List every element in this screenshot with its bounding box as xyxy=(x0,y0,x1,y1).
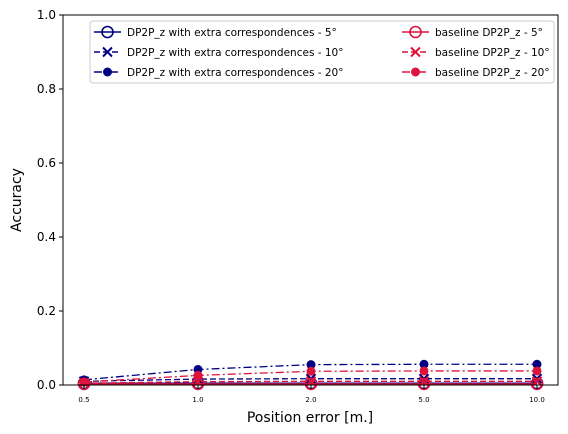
data-point-s4-4 xyxy=(417,377,431,391)
data-point-s6-5 xyxy=(532,366,542,376)
data-point-s5-3-stroke xyxy=(305,376,317,387)
x-axis-label: Position error [m.] xyxy=(247,410,373,426)
x-tick-label-0.5: 0.5 xyxy=(78,396,89,404)
y-axis-label: Accuracy xyxy=(9,168,25,232)
legend-label-5: baseline DP2P_z - 10° xyxy=(435,47,550,59)
legend-label-6: baseline DP2P_z - 20° xyxy=(435,67,550,79)
y-tick-label-0.8: 0.8 xyxy=(37,82,56,96)
data-point-s6-4 xyxy=(419,366,429,376)
legend: DP2P_z with extra correspondences - 5° DP… xyxy=(89,20,555,84)
legend-marker-2 xyxy=(102,46,113,58)
legend-marker-1 xyxy=(101,25,114,39)
data-point-s5-5-stroke xyxy=(531,376,543,387)
data-point-s4-5 xyxy=(530,377,544,391)
legend-marker-5-stroke xyxy=(410,46,421,58)
x-tick-label-10.0: 10.0 xyxy=(529,396,545,404)
legend-box xyxy=(89,20,555,84)
legend-label-4: baseline DP2P_z - 5° xyxy=(435,27,543,39)
x-tick-label-1.0: 1.0 xyxy=(192,396,203,404)
data-point-s5-4 xyxy=(418,376,430,387)
legend-marker-5 xyxy=(410,46,421,58)
y-tick-label-0.4: 0.4 xyxy=(37,230,56,244)
x-tick-label-2.0: 2.0 xyxy=(305,396,316,404)
y-tick-label-0.2: 0.2 xyxy=(37,304,56,318)
data-point-s5-5 xyxy=(531,376,543,387)
plot-area xyxy=(77,359,544,391)
legend-marker-4 xyxy=(409,25,422,39)
data-point-s4-3 xyxy=(304,377,318,391)
data-point-s6-3 xyxy=(306,366,316,376)
y-tick-label-0.0: 0.0 xyxy=(37,378,56,392)
y-tick-label-1.0: 1.0 xyxy=(37,8,56,22)
legend-marker-2-stroke xyxy=(102,46,113,58)
legend-marker-3 xyxy=(103,67,112,77)
legend-label-1: DP2P_z with extra correspondences - 5° xyxy=(127,27,337,39)
data-point-s5-3 xyxy=(305,376,317,387)
legend-label-3: DP2P_z with extra correspondences - 20° xyxy=(127,67,344,79)
data-point-s5-4-stroke xyxy=(418,376,430,387)
legend-marker-6 xyxy=(411,67,420,77)
x-tick-label-5.0: 5.0 xyxy=(418,396,429,404)
data-point-s6-2 xyxy=(193,370,203,380)
y-tick-label-0.6: 0.6 xyxy=(37,156,56,170)
legend-label-2: DP2P_z with extra correspondences - 10° xyxy=(127,47,344,59)
axes: 0.0 0.2 0.4 0.6 0.8 1.0 0.5 1.0 2.0 5.0 10.0 xyxy=(37,8,559,404)
